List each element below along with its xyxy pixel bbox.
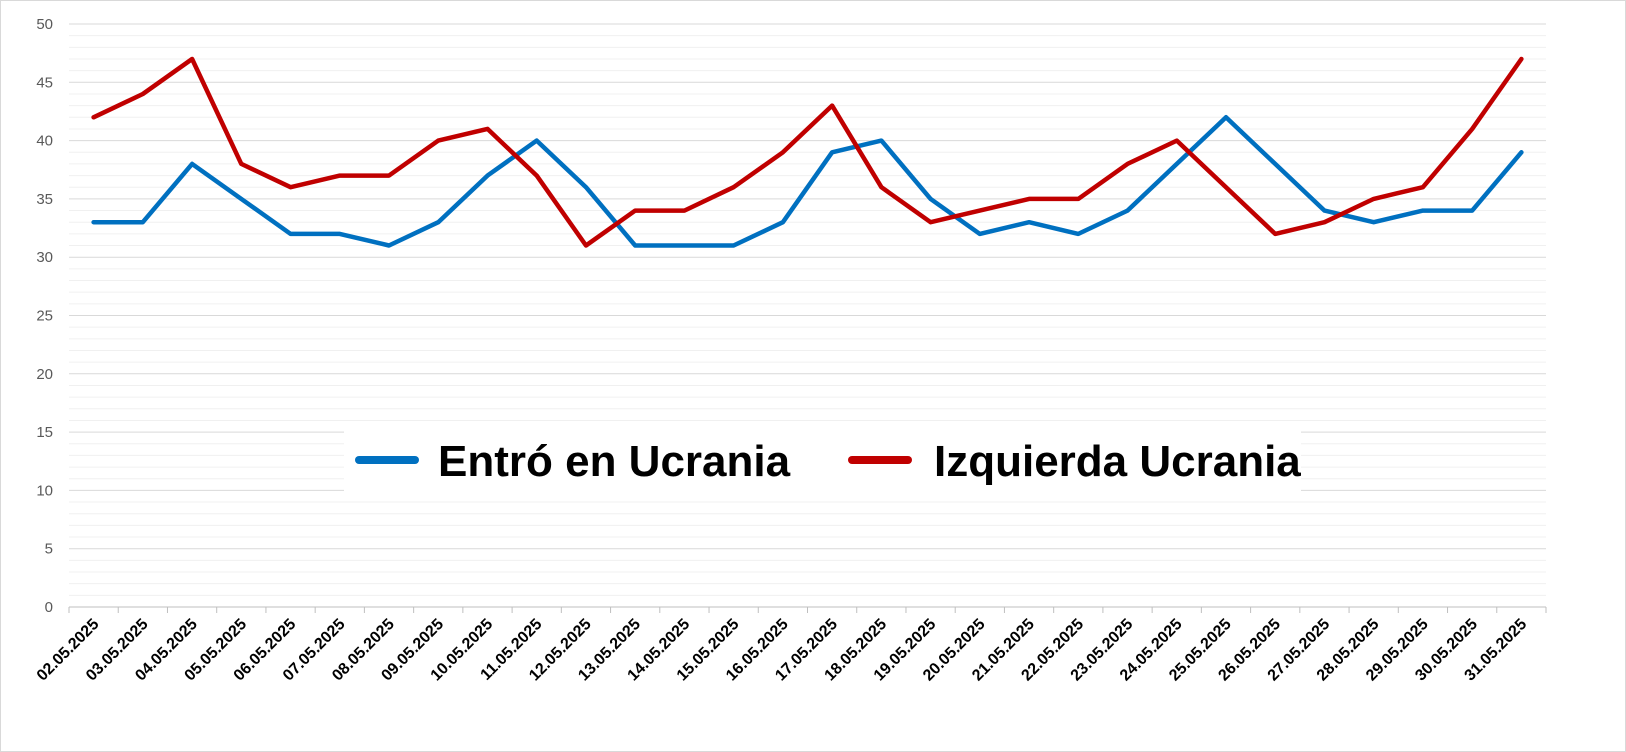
y-tick-label: 5 [45, 541, 53, 558]
y-tick-label: 40 [36, 133, 53, 150]
legend-label-izquierda: Izquierda Ucrania [934, 437, 1301, 486]
x-axis [68, 606, 1547, 613]
minor-gridlines [69, 35, 1546, 596]
y-tick-label: 10 [36, 482, 53, 499]
y-tick-label: 45 [36, 74, 53, 91]
major-gridlines [69, 23, 1546, 550]
y-tick-label: 50 [36, 16, 53, 33]
series-lines [91, 56, 1524, 248]
series-line-1 [91, 56, 1524, 248]
y-tick-label: 0 [45, 599, 53, 616]
y-tick-label: 20 [36, 366, 53, 383]
y-tick-label: 35 [36, 191, 53, 208]
series-line-0 [91, 115, 1524, 248]
y-tick-label: 25 [36, 308, 53, 325]
legend-label-entro: Entró en Ucrania [438, 437, 791, 486]
legend: Entró en Ucrania Izquierda Ucrania [344, 421, 1301, 496]
x-axis-tick-labels: 02.05.202503.05.202504.05.202505.05.2025… [34, 616, 1530, 685]
y-tick-label: 15 [36, 424, 53, 441]
y-axis-tick-labels: 0 5 10 15 20 25 30 35 40 45 50 [36, 16, 53, 616]
legend-background [344, 421, 1301, 496]
y-tick-label: 30 [36, 249, 53, 266]
